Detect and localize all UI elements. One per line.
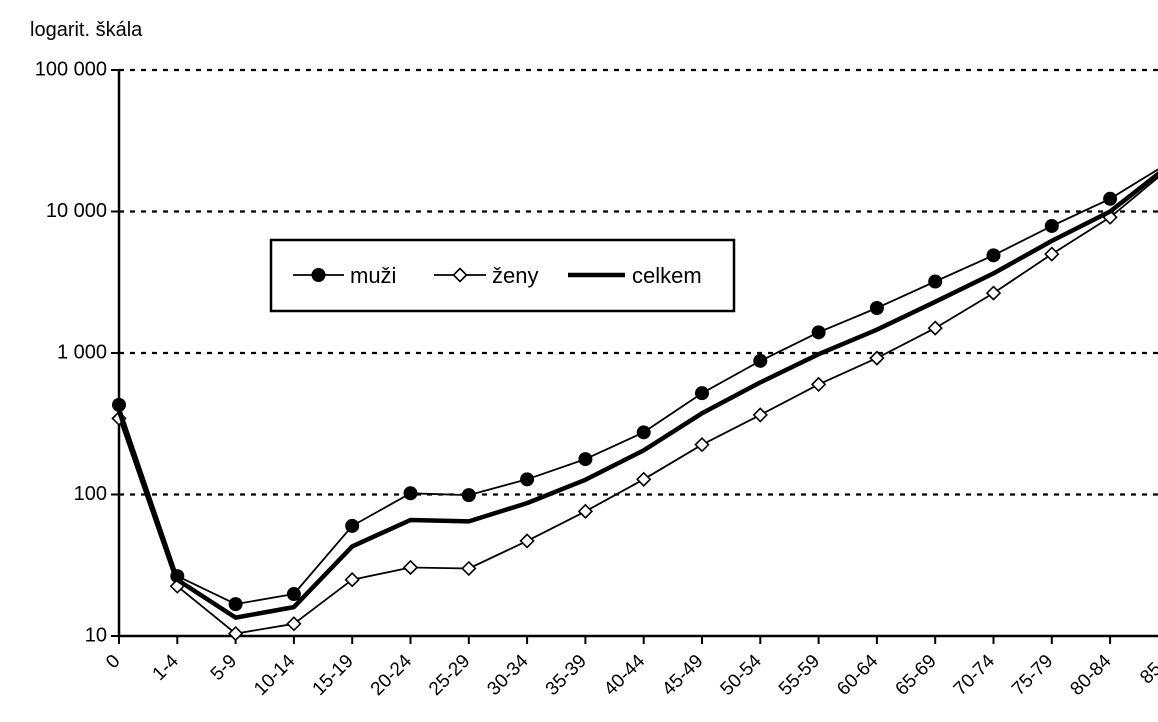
point-ženy	[402, 559, 419, 576]
point-ženy	[810, 376, 827, 393]
x-tick-label: 40-44	[600, 650, 650, 700]
legend-label-celkem: celkem	[632, 263, 702, 288]
legend: muži ženy celkem	[269, 238, 736, 313]
point-ženy	[927, 320, 943, 336]
y-tick-label: 10 000	[46, 200, 107, 222]
x-tick-label: 35-39	[542, 651, 591, 700]
point-muži	[928, 274, 943, 289]
y-tick-label: 100 000	[35, 58, 107, 80]
point-ženy	[577, 503, 594, 519]
point-muži	[578, 452, 593, 467]
series-line-celkem	[116, 171, 1158, 620]
grid-lines	[119, 68, 1158, 496]
point-ženy	[636, 471, 652, 487]
point-ženy	[227, 625, 244, 642]
point-muži	[1103, 191, 1118, 206]
point-muži	[228, 597, 243, 612]
x-tick-label: 10-14	[250, 650, 300, 700]
axes	[111, 69, 1158, 644]
x-tick-label: 70-74	[950, 650, 1000, 700]
x-tick-label: 15-19	[309, 651, 358, 700]
point-muži	[811, 325, 826, 340]
legend-marker-ženy	[452, 267, 468, 283]
legend-label-muži: muži	[350, 263, 396, 288]
x-tick-label: 85+	[1136, 651, 1158, 689]
x-tick-label: 25-29	[425, 651, 474, 700]
legend-box	[269, 238, 736, 313]
point-muži	[345, 518, 360, 533]
x-tick-label: 75-79	[1008, 651, 1057, 700]
y-tick-label: 100	[74, 483, 107, 505]
x-tick-label: 30-34	[483, 650, 533, 700]
x-tick-label: 0	[102, 651, 124, 673]
point-ženy	[1044, 246, 1060, 262]
x-tick-label: 5-9	[207, 651, 241, 685]
point-muži	[520, 472, 535, 487]
point-ženy	[461, 560, 477, 577]
point-ženy	[286, 616, 302, 632]
series-line-ženy	[118, 176, 1158, 635]
point-ženy	[519, 533, 535, 549]
point-ženy	[869, 350, 885, 366]
point-muži	[753, 353, 768, 368]
point-muži	[869, 300, 884, 315]
point-muži	[695, 386, 709, 401]
point-muži	[403, 486, 418, 501]
y-tick-label: 1 000	[57, 341, 107, 363]
y-axis-unit-label: logarit. škála	[30, 19, 143, 41]
x-tick-label: 45-49	[658, 651, 707, 700]
x-tick-label: 50-54	[717, 650, 767, 700]
x-tick-label: 60-64	[833, 650, 883, 700]
point-muži	[636, 425, 651, 440]
point-muži	[286, 587, 301, 602]
point-ženy	[344, 572, 360, 588]
x-tick-labels: 0 1-4 5-9 10-14 15-19 20-24 25-29 30-34 35-39 40-…	[102, 650, 1158, 700]
x-tick-label: 65-69	[892, 651, 941, 700]
x-tick-label: 1-4	[149, 650, 184, 685]
x-tick-label: 55-59	[775, 651, 824, 700]
legend-marker-muži	[311, 268, 326, 282]
legend-label-ženy: ženy	[492, 263, 538, 288]
point-ženy	[985, 285, 1002, 301]
x-tick-label: 20-24	[367, 650, 417, 700]
point-muži	[986, 248, 1001, 263]
y-tick-labels: 10 100 1 000 10 000 100 000	[35, 58, 107, 646]
point-muži	[1044, 218, 1059, 233]
point-ženy	[694, 437, 710, 453]
point-muži	[461, 488, 476, 503]
point-muži	[112, 397, 126, 412]
y-tick-label: 10	[85, 624, 107, 646]
series-layer	[111, 168, 1158, 642]
series-line-muži	[118, 168, 1158, 605]
x-tick-label: 80-84	[1066, 650, 1116, 700]
point-ženy	[752, 407, 768, 423]
